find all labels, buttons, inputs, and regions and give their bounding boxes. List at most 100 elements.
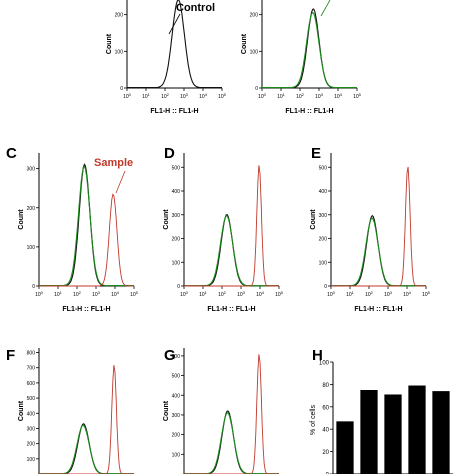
series-red-curve [184,354,279,474]
x-tick-label: 102 [218,290,227,298]
y-axis-label: Count [310,209,317,230]
bar-2 [360,390,378,474]
panel-letter: H [312,347,323,364]
x-tick-label: 103 [180,92,189,100]
x-tick-label: 103 [315,92,324,100]
series-green-curve [184,215,279,287]
series-red-curve [331,166,426,287]
y-tick-label: 100 [172,452,181,458]
y-tick-label: 500 [172,374,181,380]
x-axis-label: FL1-H :: FL1-H [62,306,110,313]
annotation-label: Sample [94,157,133,169]
y-axis-label: Count [163,400,170,421]
y-tick-label: 500 [319,165,328,171]
x-tick-label: 104 [199,92,208,100]
x-tick-label: 103 [92,290,101,298]
y-axis-label: Count [18,209,25,230]
y-axis-label: % of cells [310,405,317,435]
y-tick-label: 100 [319,260,328,266]
y-tick-label: 200 [319,237,328,243]
y-tick-label: 400 [172,393,181,399]
y-tick-label: 300 [27,426,36,432]
panel-letter: D [164,145,175,162]
y-tick-label: 400 [172,189,181,195]
series-red-curve [39,365,134,474]
x-tick-label: 103 [384,290,393,298]
x-axis-label: FL1-H :: FL1-H [285,108,333,115]
x-tick-label: 104 [403,290,412,298]
bar-5 [432,391,450,474]
y-tick-label: 600 [27,381,36,387]
panel-f: 100 200 300 400 500 600 700 800 Count F [6,347,134,474]
y-tick-label: 0 [324,284,327,290]
y-tick-label: 400 [27,411,36,417]
x-tick-label: 102 [365,290,374,298]
x-tick-label: 105 [353,92,362,100]
y-tick-label: 300 [172,213,181,219]
y-tick-label: 100 [27,457,36,463]
x-tick-label: 105 [218,92,227,100]
y-tick-label: 200 [172,433,181,439]
panel-h: 020406080100% of cellsbin01CP)CP)naH [310,347,453,474]
x-tick-label: 105 [422,290,431,298]
x-tick-label: 102 [161,92,170,100]
x-axis-label: FL1-H :: FL1-H [207,306,255,313]
y-tick-label: 100 [250,49,259,55]
x-axis-label: FL1-H :: FL1-H [354,306,402,313]
bar-1 [336,421,354,474]
series-red-curve [184,165,279,287]
annotation-arrow [168,13,181,35]
x-tick-label: 100 [123,92,132,100]
x-tick-label: 102 [73,290,82,298]
y-tick-label: 80 [322,383,329,389]
y-tick-label: 0 [255,86,258,92]
series-black-curve [184,214,279,287]
y-tick-label: 200 [115,13,124,19]
annotation-arrow [115,170,126,194]
x-tick-label: 101 [346,290,355,298]
x-tick-label: 103 [237,290,246,298]
y-tick-label: 100 [172,260,181,266]
y-tick-label: 700 [27,366,36,372]
series-black-curve [127,0,222,89]
y-tick-label: 300 [172,413,181,419]
y-axis-label: Count [163,209,170,230]
panel-letter: E [311,145,321,162]
x-tick-label: 104 [334,92,343,100]
y-tick-label: 500 [172,165,181,171]
y-tick-label: 0 [32,284,35,290]
x-tick-label: 101 [54,290,63,298]
series-black-curve [184,410,279,474]
x-tick-label: 104 [111,290,120,298]
y-tick-label: 200 [27,442,36,448]
y-tick-label: 20 [322,450,329,456]
panel-letter: F [6,347,15,364]
panel-letter: C [6,145,17,162]
x-tick-label: 105 [275,290,284,298]
y-tick-label: 0 [177,284,180,290]
series-red-curve [39,193,134,287]
bar-4 [408,385,426,474]
x-tick-label: 101 [277,92,286,100]
x-tick-label: 100 [35,290,44,298]
panel-letter: G [164,347,176,364]
y-tick-label: 100 [27,245,36,251]
panel-g: 100 200 300 400 500 600 Count G [163,347,279,474]
x-tick-label: 101 [199,290,208,298]
y-tick-label: 0 [326,473,330,474]
x-tick-label: 100 [180,290,189,298]
x-tick-label: 100 [327,290,336,298]
y-tick-label: 300 [27,167,36,173]
x-tick-label: 100 [258,92,267,100]
x-axis-label: FL1-H :: FL1-H [150,108,198,115]
y-tick-label: 500 [27,396,36,402]
y-tick-label: 200 [27,206,36,212]
y-axis-label: Count [18,400,25,421]
y-tick-label: 300 [319,213,328,219]
